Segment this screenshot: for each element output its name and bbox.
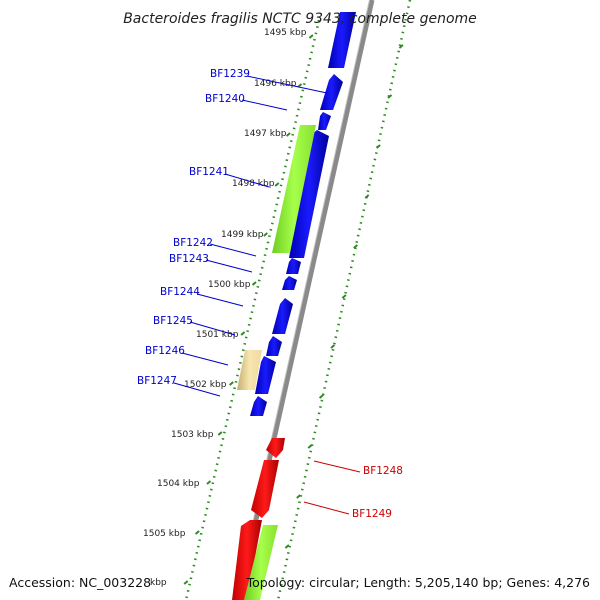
- inner-tick-rail: [184, 19, 321, 600]
- tick-label: 1504 kbp: [157, 479, 200, 489]
- gene-arrow-bf1249[interactable]: [251, 460, 279, 518]
- tick-label: 1496 kbp: [254, 79, 297, 89]
- major-ticks: [183, 34, 404, 585]
- feature-green-1[interactable]: [272, 125, 316, 253]
- tick-label: 1499 kbp: [221, 230, 264, 240]
- leader-bf1242: [209, 243, 257, 257]
- gene-label-bf1248[interactable]: BF1248: [363, 465, 403, 477]
- gene-arrow-bf1243[interactable]: [282, 276, 297, 290]
- feature-tan-1[interactable]: [237, 350, 262, 390]
- leader-bf1248: [313, 460, 361, 473]
- gene-arrow-bf1245[interactable]: [266, 336, 282, 356]
- genome-summary-text: Topology: circular; Length: 5,205,140 bp…: [246, 575, 590, 590]
- gene-arrow-bf1239[interactable]: [320, 74, 343, 110]
- gene-label-bf1243[interactable]: BF1243: [169, 253, 209, 265]
- gene-arrow-bf1240[interactable]: [318, 112, 331, 130]
- tick-label: 1501 kbp: [196, 330, 239, 340]
- gene-labels: BF1239 BF1240 BF1241 BF1242 BF1243 BF124…: [137, 68, 403, 520]
- gene-arrow-bf1242[interactable]: [286, 258, 301, 274]
- leader-bf1243: [205, 259, 253, 273]
- gene-label-bf1240[interactable]: BF1240: [205, 93, 245, 105]
- gene-arrow-bf1238[interactable]: [328, 12, 356, 68]
- reverse-strand-genes: [232, 438, 285, 600]
- tick-label: 1498 kbp: [232, 179, 275, 189]
- gene-label-bf1239[interactable]: BF1239: [210, 68, 250, 80]
- gene-arrow-bf1250[interactable]: [232, 520, 262, 600]
- gene-label-bf1242[interactable]: BF1242: [173, 237, 213, 249]
- gene-arrow-bf1248[interactable]: [266, 438, 285, 458]
- leader-bf1240: [241, 99, 288, 111]
- map-title: Bacteroides fragilis NCTC 9343, complete…: [123, 11, 477, 27]
- leader-bf1246: [181, 352, 229, 366]
- gene-label-bf1245[interactable]: BF1245: [153, 315, 193, 327]
- tick-label: 1502 kbp: [184, 380, 227, 390]
- leader-bf1249: [303, 501, 350, 515]
- gene-label-bf1241[interactable]: BF1241: [189, 166, 229, 178]
- highlight-features: [237, 125, 316, 600]
- leader-bf1245: [189, 321, 236, 336]
- gene-label-bf1247[interactable]: BF1247: [137, 375, 177, 387]
- gene-label-leaders: [173, 75, 361, 515]
- accession-text: Accession: NC_003228: [9, 575, 151, 590]
- tick-label: 1505 kbp: [143, 529, 186, 539]
- tick-label: kbp: [150, 578, 167, 588]
- leader-bf1244: [196, 293, 244, 307]
- gene-arrow-bf1247[interactable]: [250, 396, 267, 416]
- leader-bf1241: [224, 173, 270, 188]
- forward-strand-genes: [250, 12, 356, 416]
- gene-arrow-bf1246[interactable]: [255, 356, 276, 394]
- gene-arrow-bf1241[interactable]: [289, 130, 329, 258]
- tick-label: 1497 kbp: [244, 129, 287, 139]
- tick-label: 1495 kbp: [264, 28, 307, 38]
- feature-green-2[interactable]: [244, 525, 278, 600]
- gene-label-bf1249[interactable]: BF1249: [352, 508, 392, 520]
- gene-label-bf1244[interactable]: BF1244: [160, 286, 200, 298]
- leader-bf1247: [173, 382, 221, 397]
- tick-label: 1503 kbp: [171, 430, 214, 440]
- tick-label: 1500 kbp: [208, 280, 251, 290]
- gene-arrow-bf1244[interactable]: [272, 298, 293, 334]
- leader-bf1239: [246, 75, 328, 94]
- gene-label-bf1246[interactable]: BF1246: [145, 345, 185, 357]
- tick-labels: 1495 kbp 1496 kbp 1497 kbp 1498 kbp 1499…: [143, 28, 307, 588]
